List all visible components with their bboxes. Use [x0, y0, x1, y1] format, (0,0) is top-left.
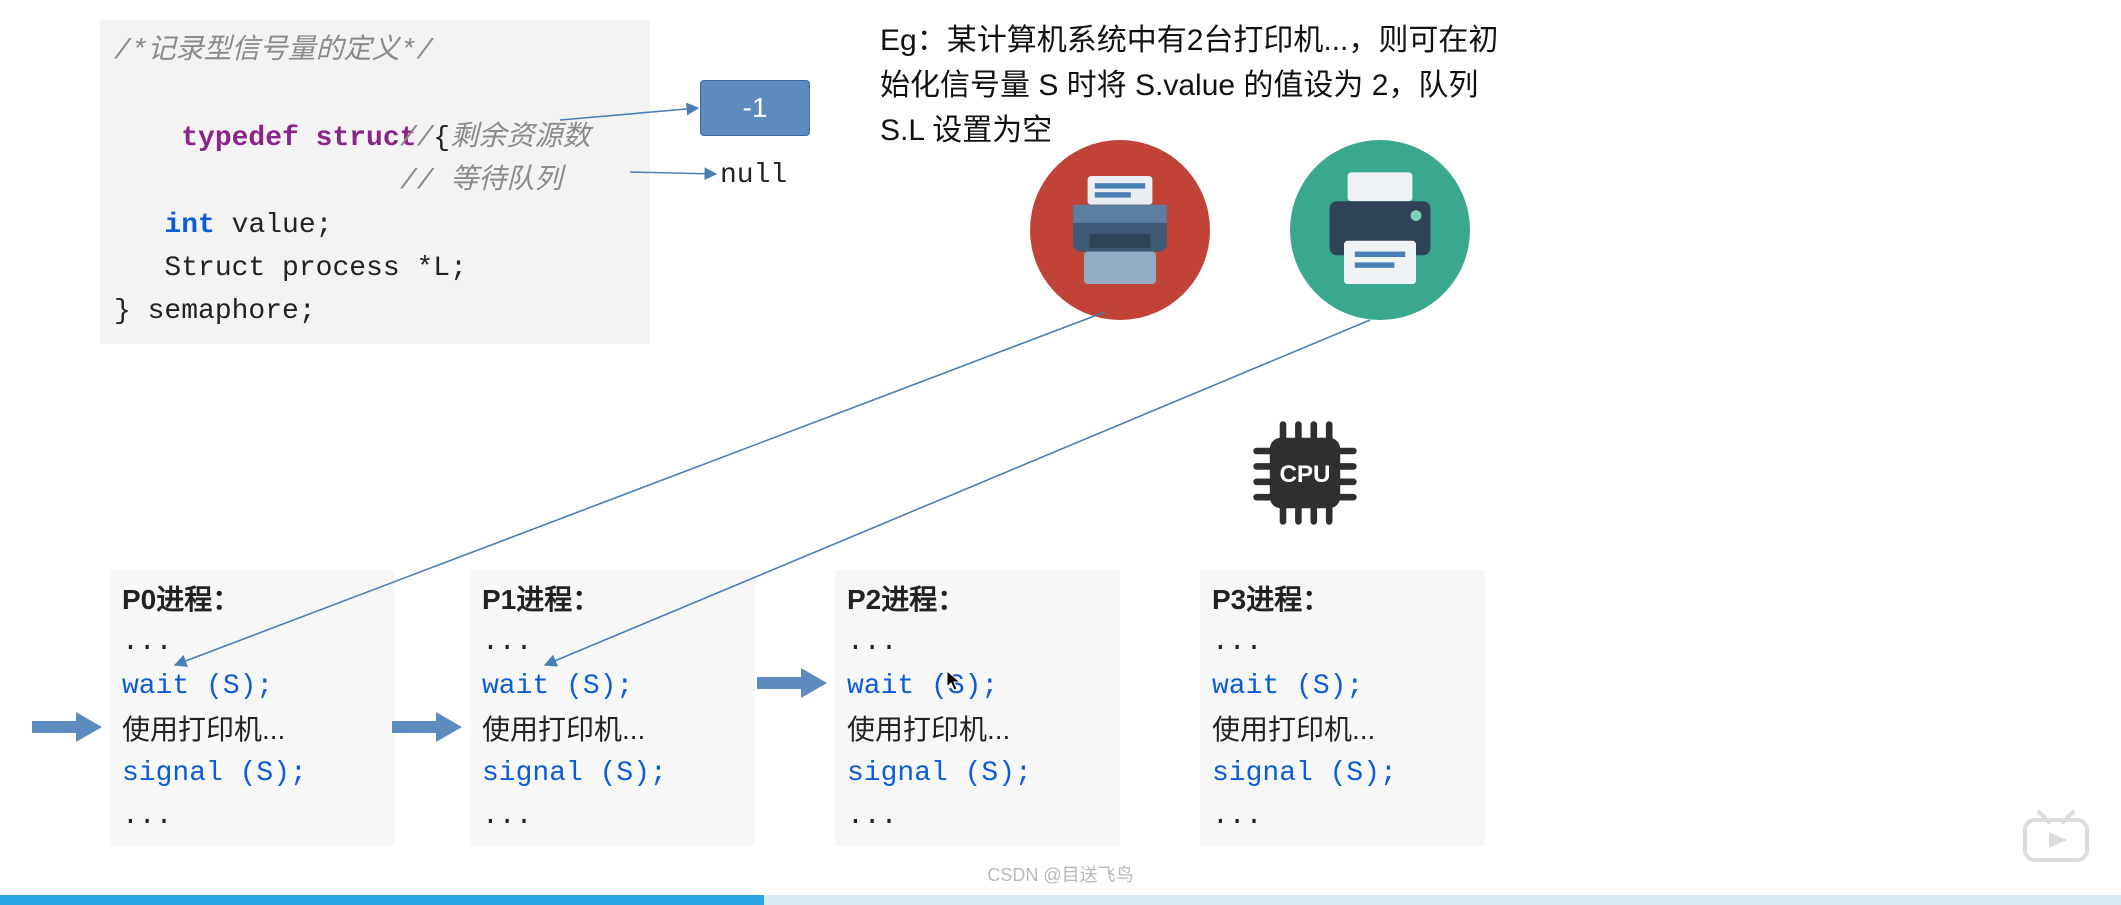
code-wait: wait (S); [482, 665, 743, 708]
process-block-2: P2进程：...wait (S);使用打印机...signal (S);... [835, 570, 1120, 846]
value-box: -1 [700, 80, 810, 136]
process-block-3: P3进程：...wait (S);使用打印机...signal (S);... [1200, 570, 1485, 846]
code-use-printer: 使用打印机... [122, 708, 383, 751]
keyword-int: int [164, 210, 214, 241]
code-signal: signal (S); [482, 752, 743, 795]
code-dots: ... [847, 621, 1108, 664]
code-dots: ... [1212, 795, 1473, 838]
code-signal: signal (S); [1212, 752, 1473, 795]
def-line-4: } semaphore; [114, 290, 636, 333]
code-signal: signal (S); [122, 752, 383, 795]
process-title: P1进程： [482, 578, 743, 621]
side-comments: // 剩余资源数 // 等待队列 [400, 20, 590, 204]
code-use-printer: 使用打印机... [1212, 708, 1473, 751]
video-progress-fill [0, 895, 764, 905]
code-dots: ... [122, 795, 383, 838]
bilibili-play-icon [2021, 810, 2091, 865]
execution-pointer-arrow [757, 668, 827, 698]
process-block-0: P0进程：...wait (S);使用打印机...signal (S);... [110, 570, 395, 846]
svg-text:CPU: CPU [1279, 461, 1330, 488]
code-signal: signal (S); [847, 752, 1108, 795]
video-progress-bar[interactable] [0, 895, 2121, 905]
comment-remaining: // 剩余资源数 [400, 117, 590, 160]
code-dots: ... [847, 795, 1108, 838]
code-wait: wait (S); [122, 665, 383, 708]
watermark: CSDN @目送飞鸟 [0, 861, 2121, 887]
comment-waitlist: // 等待队列 [400, 160, 590, 203]
code-wait: wait (S); [847, 665, 1108, 708]
example-text: Eg：某计算机系统中有2台打印机...，则可在初始化信号量 S 时将 S.val… [880, 18, 1500, 153]
process-title: P2进程： [847, 578, 1108, 621]
def-line-3: Struct process *L; [114, 247, 636, 290]
process-title: P3进程： [1212, 578, 1473, 621]
code-use-printer: 使用打印机... [482, 708, 743, 751]
code-wait: wait (S); [1212, 665, 1473, 708]
keyword-typedef-struct: typedef struct [181, 123, 416, 154]
process-block-1: P1进程：...wait (S);使用打印机...signal (S);... [470, 570, 755, 846]
cpu-icon: CPU [1250, 418, 1360, 528]
code-dots: ... [1212, 621, 1473, 664]
printer-icon-2 [1290, 140, 1470, 320]
code-use-printer: 使用打印机... [847, 708, 1108, 751]
code-dots: ... [122, 621, 383, 664]
code-dots: ... [482, 621, 743, 664]
cursor-icon [946, 670, 962, 692]
process-title: P0进程： [122, 578, 383, 621]
execution-pointer-arrow [392, 712, 462, 742]
def-line-2: int value; [114, 204, 636, 247]
execution-pointer-arrow [32, 712, 102, 742]
printer-icon-1 [1030, 140, 1210, 320]
code-dots: ... [482, 795, 743, 838]
null-label: null [720, 160, 787, 191]
